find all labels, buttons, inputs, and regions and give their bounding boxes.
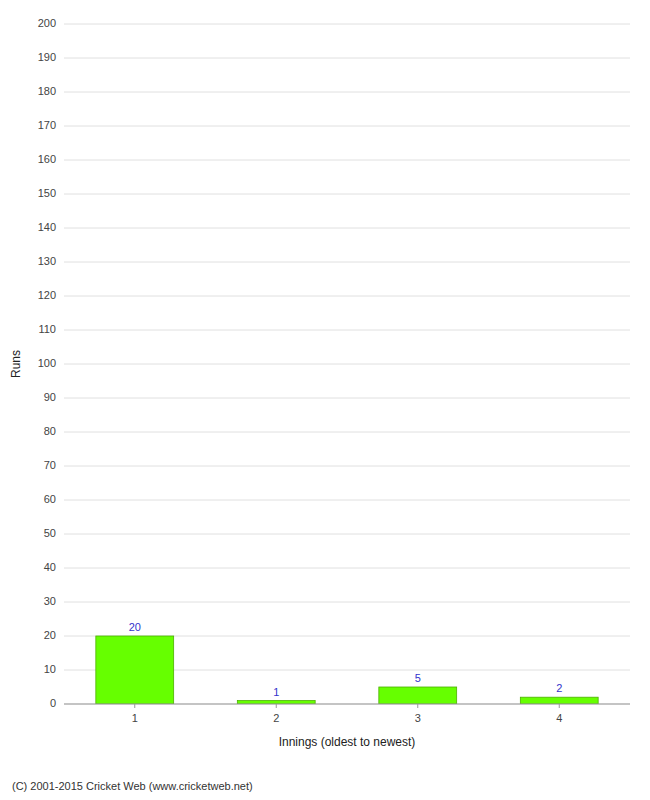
grid-line: [64, 228, 630, 229]
x-axis-line: [64, 704, 630, 705]
grid-line: [64, 24, 630, 25]
data-labels: 20 1 5 2: [129, 621, 563, 698]
y-tick-label: 130: [38, 255, 56, 267]
grid-line: [64, 364, 630, 365]
bar: [379, 687, 457, 704]
x-axis: 1 2 3 4: [64, 704, 630, 724]
grid-line: [64, 160, 630, 161]
x-tick: [134, 704, 135, 708]
y-tick-label: 110: [38, 323, 56, 335]
bars: [96, 636, 598, 704]
x-tick: [417, 704, 418, 708]
grid-line: [64, 126, 630, 127]
data-label: 5: [415, 672, 421, 684]
y-tick-label: 200: [38, 17, 56, 29]
y-tick-label: 60: [44, 493, 56, 505]
grid-line: [64, 704, 630, 705]
chart-container: 0102030405060708090100110120130140150160…: [0, 0, 650, 800]
grid-line: [64, 534, 630, 535]
data-label: 1: [273, 686, 279, 698]
data-label: 20: [129, 621, 141, 633]
grid-line: [64, 262, 630, 263]
x-tick: [276, 704, 277, 708]
grid-line: [64, 602, 630, 603]
bar: [520, 697, 598, 704]
grid-line: [64, 500, 630, 501]
x-tick-label: 1: [132, 712, 138, 724]
grid: [64, 24, 630, 704]
bar: [96, 636, 174, 704]
y-tick-label: 150: [38, 187, 56, 199]
y-tick-label: 20: [44, 629, 56, 641]
chart: 0102030405060708090100110120130140150160…: [0, 0, 650, 800]
y-axis: 0 10 20 30 40 50 60 70 80 90 100 110 120 130 140 150 160…: [38, 17, 56, 709]
y-tick-label: 120: [38, 289, 56, 301]
y-tick-label: 30: [44, 595, 56, 607]
x-tick-label: 2: [273, 712, 279, 724]
bar: [237, 701, 315, 704]
y-tick-label: 40: [44, 561, 56, 573]
y-tick-label: 90: [44, 391, 56, 403]
grid-line: [64, 92, 630, 93]
y-axis-label: Runs: [9, 350, 23, 378]
grid-line: [64, 398, 630, 399]
x-tick-label: 4: [556, 712, 562, 724]
grid-line: [64, 330, 630, 331]
y-tick-label: 160: [38, 153, 56, 165]
y-tick-label: 100: [38, 357, 56, 369]
y-tick-label: 50: [44, 527, 56, 539]
y-tick-label: 0: [50, 697, 56, 709]
y-tick-label: 170: [38, 119, 56, 131]
grid-line: [64, 194, 630, 195]
grid-line: [64, 432, 630, 433]
y-tick-label: 10: [44, 663, 56, 675]
x-tick: [559, 704, 560, 708]
y-tick-label: 70: [44, 459, 56, 471]
grid-line: [64, 568, 630, 569]
x-tick-label: 3: [415, 712, 421, 724]
data-label: 2: [556, 682, 562, 694]
y-tick-label: 180: [38, 85, 56, 97]
x-axis-label: Innings (oldest to newest): [279, 735, 416, 749]
y-tick-label: 80: [44, 425, 56, 437]
grid-line: [64, 466, 630, 467]
footer: (C) 2001-2015 Cricket Web (www.cricketwe…: [12, 780, 253, 792]
y-tick-label: 190: [38, 51, 56, 63]
y-tick-label: 140: [38, 221, 56, 233]
grid-line: [64, 296, 630, 297]
grid-line: [64, 58, 630, 59]
